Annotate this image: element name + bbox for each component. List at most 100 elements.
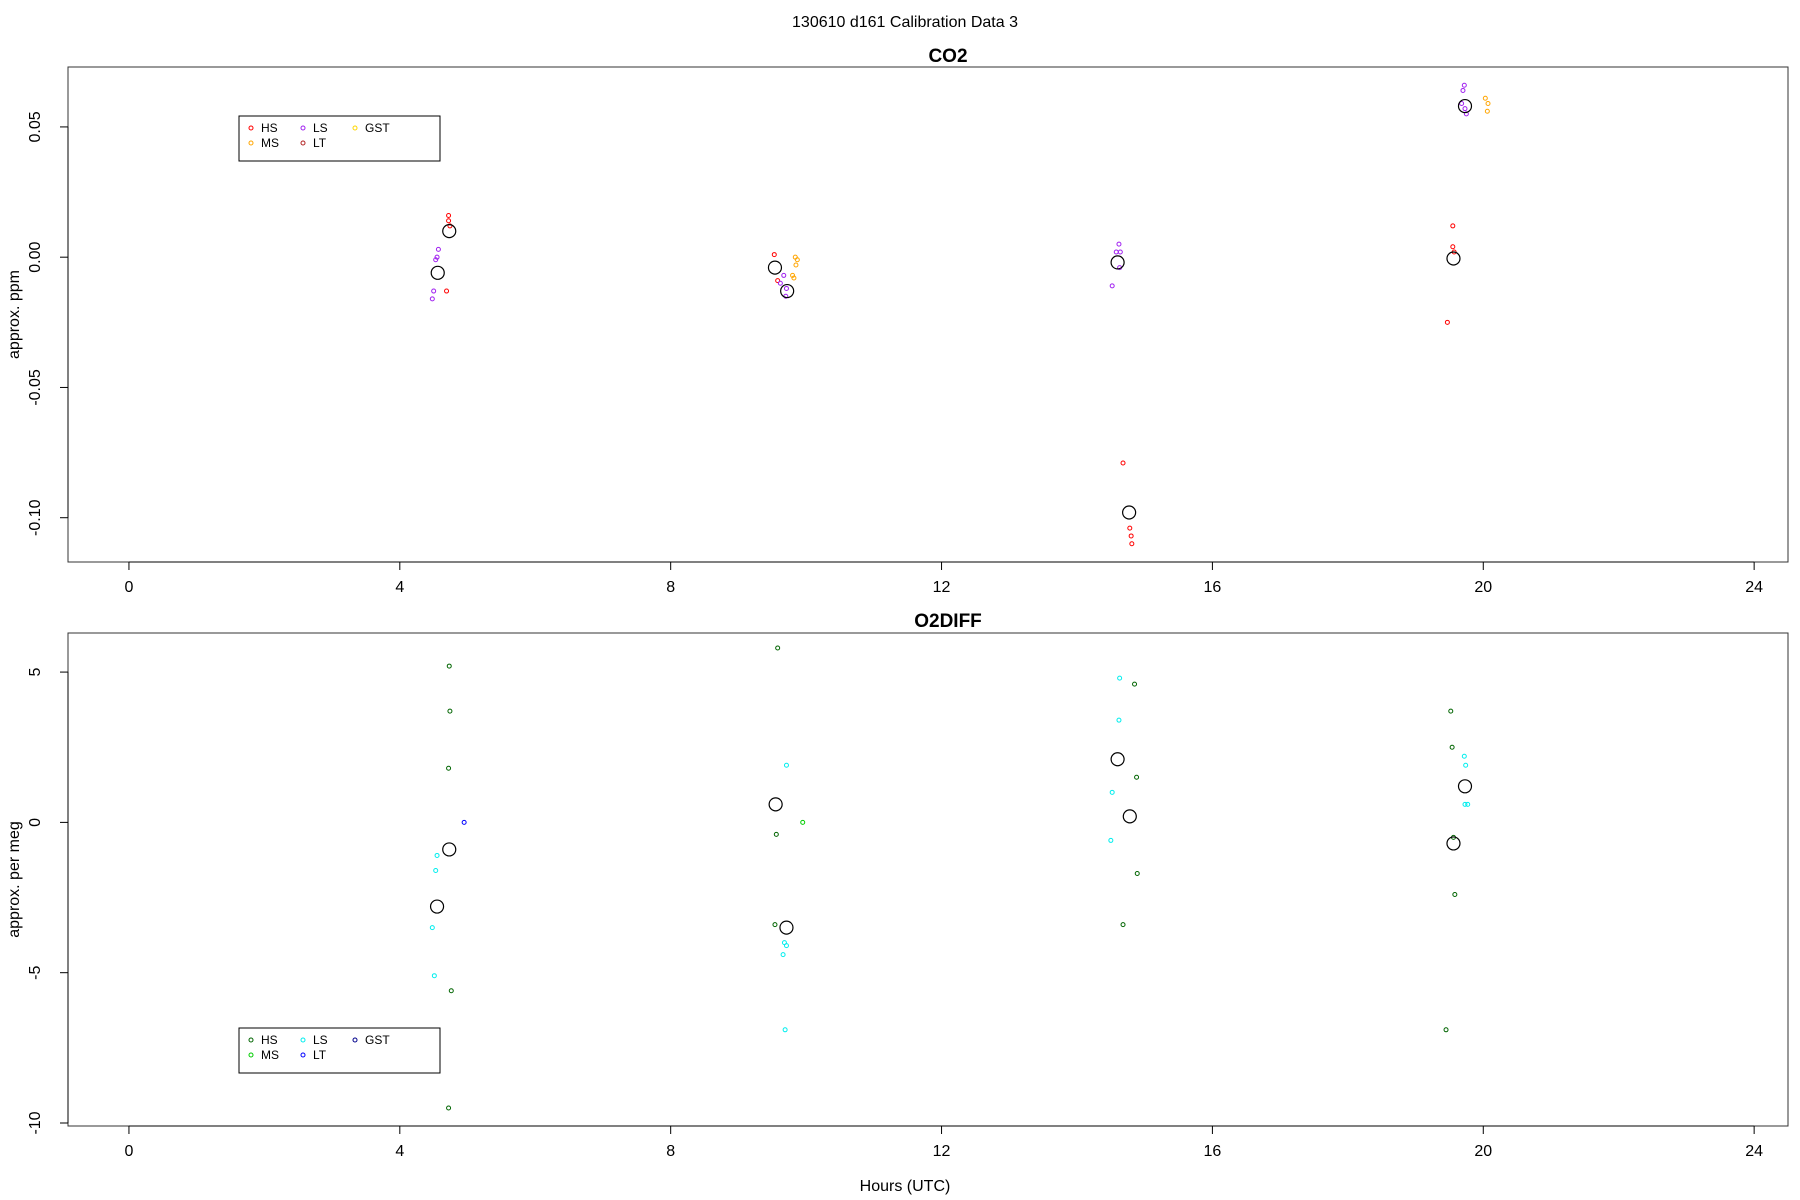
data-point: [793, 262, 799, 268]
data-point: [790, 272, 796, 278]
x-tick-label: 0: [124, 1143, 133, 1160]
y-axis-title: approx. per meg: [6, 821, 23, 938]
mean-marker: [1446, 251, 1461, 266]
x-tick-label: 0: [124, 579, 133, 596]
legend-label: GST: [365, 1033, 390, 1047]
mean-marker: [1110, 752, 1125, 767]
data-point: [1113, 249, 1119, 255]
data-point: [771, 252, 777, 258]
legend-marker: [248, 1052, 254, 1058]
x-tick-label: 12: [933, 579, 951, 596]
data-point: [1465, 801, 1471, 807]
data-point: [444, 288, 450, 294]
data-point: [447, 223, 453, 229]
mean-marker: [1122, 505, 1137, 520]
legend-marker: [300, 1052, 306, 1058]
x-tick-label: 20: [1474, 579, 1492, 596]
data-point: [791, 275, 797, 281]
mean-marker: [442, 842, 457, 857]
x-tick-label: 16: [1204, 579, 1222, 596]
panel-co2: CO2 0 4 8 12 16 20 24 -0.10 -0.05 0.00 0.05 approx. …: [6, 46, 1789, 596]
legend-label: LT: [313, 1048, 327, 1062]
legend-box: [238, 1027, 441, 1074]
data-point: [1116, 717, 1122, 723]
data-point: [446, 1105, 452, 1111]
y-tick-label: -0.05: [27, 369, 44, 406]
data-point: [1120, 460, 1126, 466]
legend-marker: [352, 1037, 358, 1043]
data-point: [1443, 1027, 1449, 1033]
mean-marker: [1110, 255, 1125, 270]
legend-marker: [300, 125, 306, 131]
data-point: [1128, 533, 1134, 539]
legend-marker: [248, 140, 254, 146]
data-point: [1462, 106, 1468, 112]
x-axis-title: Hours (UTC): [860, 1178, 951, 1195]
data-point: [781, 272, 787, 278]
data-point: [1450, 223, 1456, 229]
data-point: [783, 285, 789, 291]
data-point: [446, 213, 452, 218]
data-point: [1116, 241, 1122, 247]
legend-box: [238, 115, 441, 162]
y-tick-label: -5: [27, 965, 44, 979]
mean-marker: [767, 260, 783, 275]
data-point: [1460, 87, 1466, 93]
legend-marker: [248, 1037, 254, 1043]
data-point: [1444, 319, 1450, 325]
legend-marker: [248, 125, 254, 131]
data-point: [446, 765, 452, 771]
mean-marker: [780, 283, 795, 299]
data-point: [772, 922, 778, 928]
data-point: [1452, 892, 1458, 898]
data-point: [433, 867, 439, 873]
data-point: [1461, 82, 1467, 88]
x-tick-label: 16: [1204, 1143, 1222, 1160]
data-point: [434, 254, 440, 260]
x-tick-label: 20: [1474, 1143, 1492, 1160]
mean-markers: [429, 752, 1473, 935]
y-axis-title: approx. ppm: [6, 270, 23, 359]
legend-label: LT: [313, 136, 327, 150]
panel-title: O2DIFF: [914, 611, 982, 632]
data-point: [1109, 789, 1115, 795]
data-point: [1485, 100, 1491, 106]
data-point: [777, 280, 783, 286]
y-tick-label: -0.10: [27, 499, 44, 536]
data-point: [429, 925, 435, 931]
figure-suptitle: 130610 d161 Calibration Data 3: [792, 14, 1018, 31]
y-tick-label: 0.05: [27, 111, 44, 142]
legend-label: MS: [261, 136, 279, 150]
data-point: [775, 278, 781, 284]
series-ls: [429, 82, 1469, 302]
series-lt: [461, 819, 467, 825]
data-point: [780, 952, 786, 958]
x-tick-label: 8: [666, 1143, 675, 1160]
x-tick-label: 24: [1745, 579, 1763, 596]
data-point: [1448, 708, 1454, 714]
data-point: [794, 257, 800, 263]
x-tick-label: 24: [1745, 1143, 1763, 1160]
series-hs: [444, 213, 1457, 547]
panel-o2diff: O2DIFF 0 4 8 12 16 20 24 -10 -5 0 5 approx. per meg H…: [6, 611, 1789, 1195]
legend-marker: [300, 1037, 306, 1043]
data-point: [434, 852, 440, 858]
data-point: [1461, 753, 1467, 759]
series-ls: [429, 675, 1471, 1033]
data-point: [1129, 541, 1135, 547]
data-point: [1132, 681, 1138, 687]
data-point: [782, 1027, 788, 1033]
mean-marker: [442, 224, 457, 239]
panel-title: CO2: [928, 46, 967, 67]
mean-marker: [768, 797, 783, 812]
data-point: [800, 819, 806, 825]
legend-label: LS: [313, 1033, 328, 1047]
data-point: [1127, 525, 1133, 531]
y-tick-label: 0: [27, 818, 44, 827]
series-ms: [800, 819, 806, 825]
y-tick-label: -10: [27, 1111, 44, 1134]
data-point: [429, 296, 435, 302]
x-tick-label: 8: [666, 579, 675, 596]
series-ms: [790, 95, 1491, 281]
